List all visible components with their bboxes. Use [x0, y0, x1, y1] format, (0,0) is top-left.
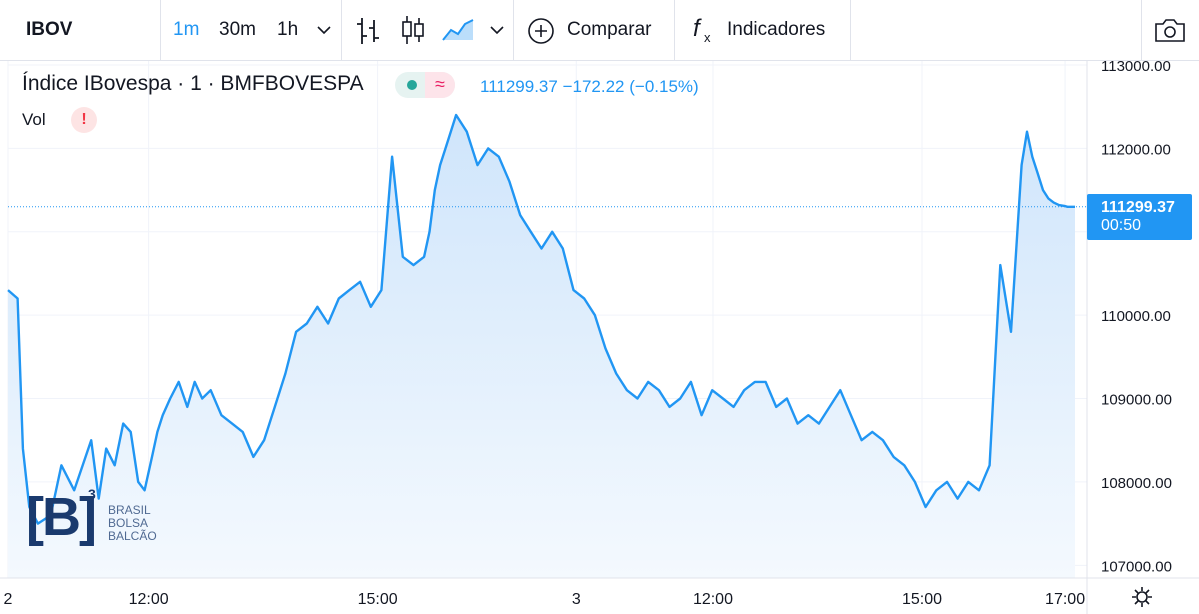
toolbar-divider — [341, 0, 342, 60]
x-tick-label: 12:00 — [129, 591, 169, 608]
last-price-tag: 111299.37 00:50 — [1087, 193, 1192, 240]
b3-logo-mark: [B] — [26, 487, 97, 547]
b3-logo: [B] 3 BRASIL BOLSA BALCÃO — [26, 486, 157, 547]
indicators-button[interactable]: Indicadores — [727, 19, 826, 40]
b3-logo-text: BRASIL BOLSA BALCÃO — [108, 503, 157, 543]
toolbar-divider — [513, 0, 514, 60]
plus-circle-icon[interactable] — [527, 17, 555, 45]
delayed-data-icon: ≈ — [425, 72, 455, 98]
svg-text:x: x — [704, 30, 711, 45]
toolbar-divider — [850, 0, 851, 60]
legend-last-price: 111299.37 — [480, 77, 558, 96]
last-price-tag-value: 111299.37 — [1101, 198, 1175, 216]
market-open-icon — [407, 80, 417, 90]
y-tick-label: 112000.00 — [1101, 141, 1171, 158]
x-tick-label: 12:00 — [693, 591, 733, 608]
area-chart-icon[interactable] — [441, 16, 475, 44]
top-toolbar: IBOV 1m 30m 1h Comparar f x Indicadores — [0, 0, 1199, 61]
y-tick-label: 109000.00 — [1101, 392, 1172, 409]
legend-title: Índice IBovespa · 1 · BMFBOVESPA — [22, 72, 364, 95]
volume-label: Vol — [22, 110, 46, 129]
interval-1h[interactable]: 1h — [277, 19, 299, 40]
series-line — [7, 113, 1075, 525]
toolbar-divider — [674, 0, 675, 60]
chevron-down-icon[interactable] — [489, 24, 505, 36]
bar-chart-icon[interactable] — [354, 16, 382, 46]
interval-30m[interactable]: 30m — [219, 19, 256, 40]
bar-countdown: 00:50 — [1101, 216, 1142, 234]
b3-logo-superscript: 3 — [88, 486, 96, 502]
y-tick-label: 110000.00 — [1101, 308, 1171, 325]
function-icon[interactable]: f x — [690, 14, 718, 46]
legend-values: 111299.37 −172.22 (−0.15%) — [480, 77, 699, 97]
camera-icon[interactable] — [1153, 16, 1187, 44]
x-tick-label: 15:00 — [902, 591, 942, 608]
y-tick-label: 108000.00 — [1101, 475, 1172, 492]
symbol-search[interactable]: IBOV — [26, 19, 73, 40]
x-tick-label: 17:00 — [1045, 591, 1085, 608]
svg-text:f: f — [693, 15, 702, 42]
market-status-badge[interactable]: ≈ — [395, 72, 455, 98]
x-tick-label: 2 — [4, 591, 13, 608]
toolbar-divider — [1141, 0, 1142, 60]
interval-1m[interactable]: 1m — [173, 19, 200, 40]
compare-button[interactable]: Comparar — [567, 19, 652, 40]
legend-change: −172.22 (−0.15%) — [562, 77, 699, 96]
x-tick-label: 15:00 — [358, 591, 398, 608]
candlestick-icon[interactable] — [400, 14, 426, 46]
settings-gear-icon[interactable] — [1131, 586, 1153, 608]
warning-icon[interactable]: ! — [71, 107, 97, 133]
y-tick-label: 107000.00 — [1101, 558, 1172, 575]
x-tick-label: 3 — [572, 591, 581, 608]
chevron-down-icon[interactable] — [316, 24, 332, 36]
toolbar-divider — [160, 0, 161, 60]
series-area-fill — [8, 115, 1075, 578]
